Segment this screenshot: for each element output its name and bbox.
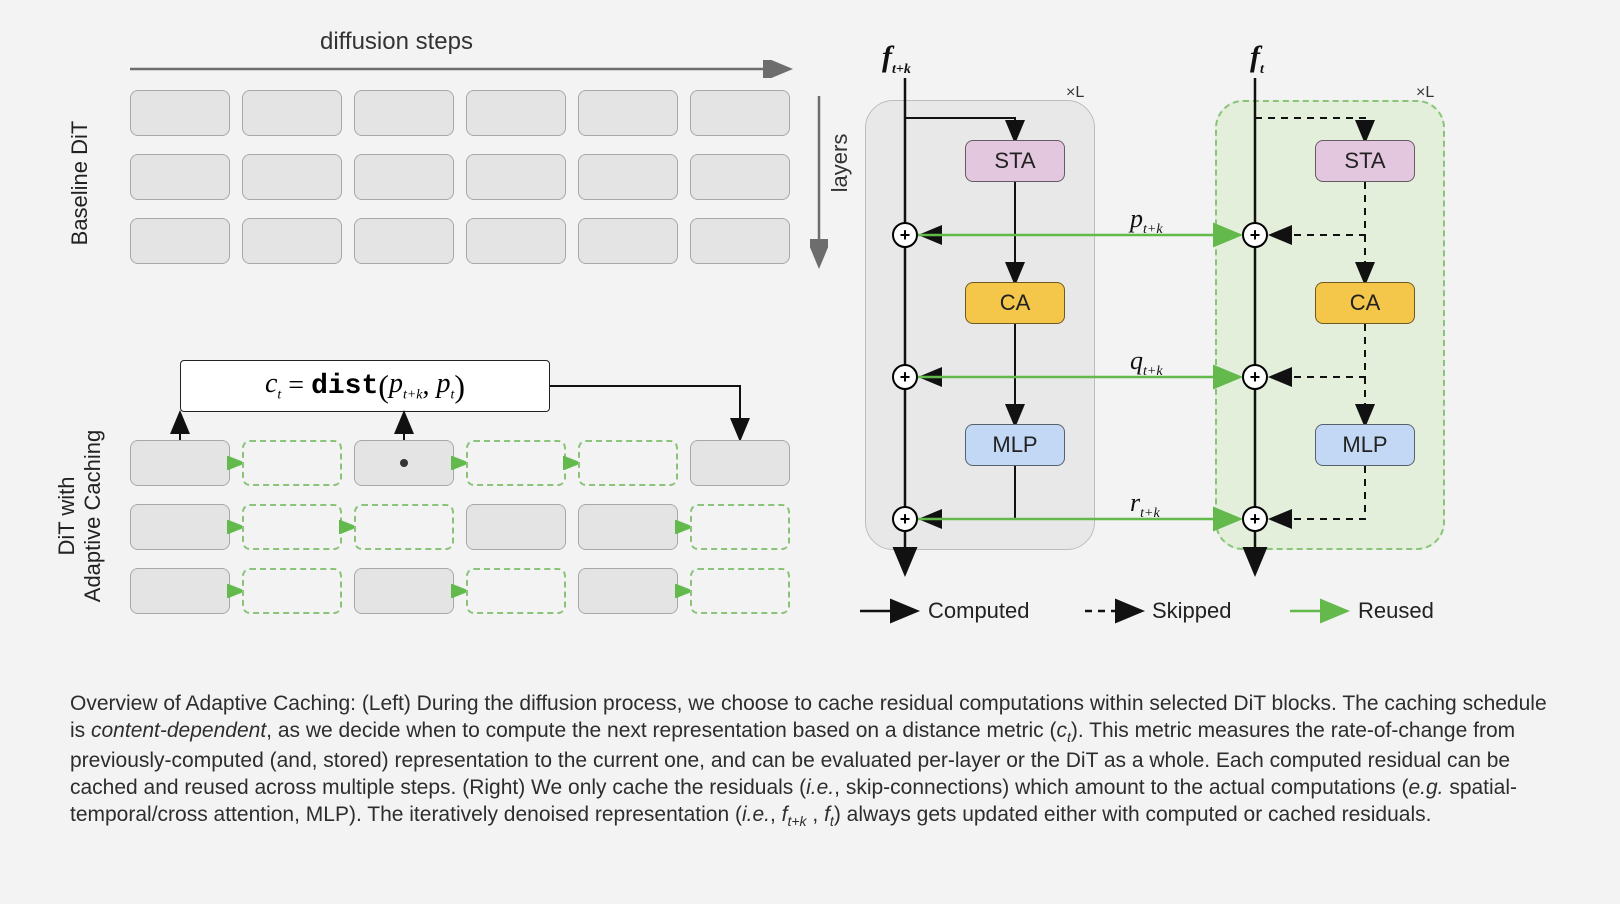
op-sta-left: STA — [965, 140, 1065, 182]
cap-j: i.e. — [742, 803, 770, 826]
res-p-sub: t+k — [1143, 222, 1163, 237]
res-q-sub: t+k — [1143, 364, 1163, 379]
plus-r2: + — [1242, 364, 1268, 390]
plus-l3: + — [892, 506, 918, 532]
op-ca-right: CA — [1315, 282, 1415, 324]
res-q-base: q — [1130, 346, 1143, 375]
legend-reused: Reused — [1358, 598, 1434, 624]
right-wiring — [0, 0, 1500, 620]
cap-g: , skip-connections) which amount to the … — [834, 776, 1408, 799]
res-r-sub: t+k — [1140, 506, 1160, 521]
cap-d: c — [1056, 719, 1067, 742]
cap-o: ) always gets updated either with comput… — [834, 803, 1432, 826]
res-r-base: r — [1130, 488, 1140, 517]
figure-caption: Overview of Adaptive Caching: (Left) Dur… — [70, 690, 1560, 831]
cap-c: , as we decide when to compute the next … — [266, 719, 1056, 742]
cap-m: , — [807, 803, 825, 826]
plus-r1: + — [1242, 222, 1268, 248]
cap-h: e.g. — [1408, 776, 1443, 799]
res-label-r: rt+k — [1130, 488, 1160, 522]
cap-l-sub: t+k — [787, 813, 806, 829]
plus-r3: + — [1242, 506, 1268, 532]
cap-b: content-dependent — [91, 719, 266, 742]
legend-skipped: Skipped — [1152, 598, 1232, 624]
legend-computed: Computed — [928, 598, 1030, 624]
res-p-base: p — [1130, 204, 1143, 233]
plus-l1: + — [892, 222, 918, 248]
plus-l2: + — [892, 364, 918, 390]
op-ca-left: CA — [965, 282, 1065, 324]
cap-k: , — [770, 803, 782, 826]
op-mlp-left: MLP — [965, 424, 1065, 466]
op-mlp-right: MLP — [1315, 424, 1415, 466]
op-sta-right: STA — [1315, 140, 1415, 182]
figure-canvas: Baseline DiT DiT with Adaptive Caching d… — [0, 0, 1620, 904]
res-label-q: qt+k — [1130, 346, 1163, 380]
cap-f: i.e. — [806, 776, 834, 799]
res-label-p: pt+k — [1130, 204, 1163, 238]
